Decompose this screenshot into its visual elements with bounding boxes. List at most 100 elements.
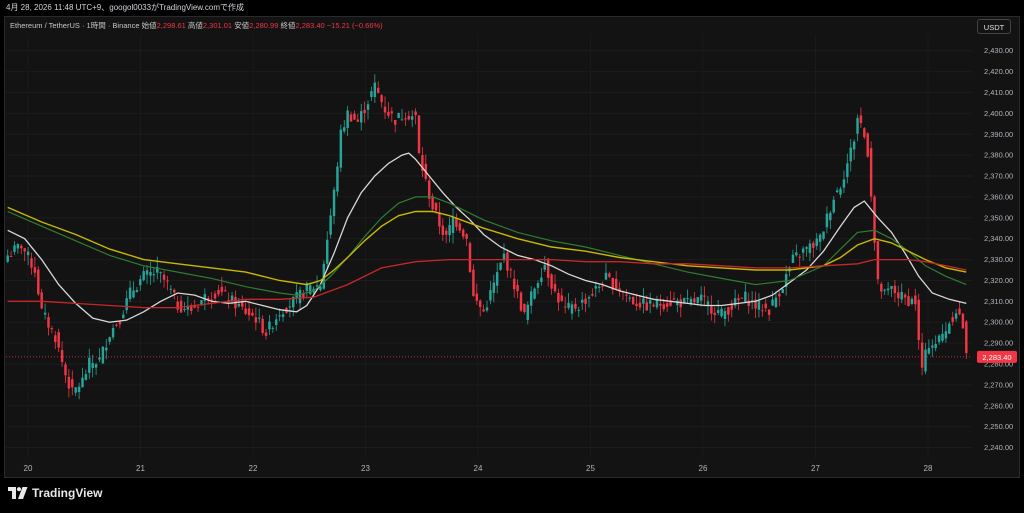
x-tick-label: 24: [474, 464, 483, 473]
candle-body: [60, 350, 64, 362]
candle-body: [57, 332, 60, 348]
candle-body: [635, 303, 638, 306]
y-tick-label: 2,410.00: [984, 88, 1013, 97]
candle-body: [431, 195, 434, 210]
candle-body: [33, 267, 37, 273]
candle-body: [645, 302, 648, 311]
candle-body: [597, 286, 601, 289]
footer-bar: [0, 478, 1024, 513]
candle-body: [890, 286, 893, 289]
candle-body: [914, 295, 917, 305]
candle-body: [438, 212, 441, 227]
candle-body: [764, 303, 767, 309]
candle-body: [944, 331, 948, 339]
candle-body: [458, 223, 462, 231]
candle-body: [363, 109, 366, 114]
candle-body: [846, 163, 849, 178]
chart-info-line: 4月 28, 2026 11:48 UTC+9、googol0033がTradi…: [6, 3, 244, 12]
legend-low-value: 2,280.99: [249, 21, 279, 30]
candle-body: [353, 113, 356, 120]
candle-body: [370, 91, 373, 97]
candle-body: [125, 298, 128, 311]
candle-body: [859, 115, 863, 124]
moving-averages: [7, 152, 967, 323]
candle-body: [196, 306, 200, 308]
chart-frame[interactable]: [4, 16, 1020, 478]
candle-body: [108, 337, 111, 342]
candle-body: [315, 285, 319, 287]
candle-body: [288, 306, 292, 308]
x-tick-label: 23: [361, 464, 370, 473]
candle-body: [271, 327, 275, 329]
candle-body: [533, 288, 536, 299]
candle-body: [550, 274, 553, 289]
candle-body: [159, 272, 162, 274]
candle-body: [88, 357, 91, 373]
candle-body: [611, 277, 614, 290]
candle-body: [417, 115, 421, 154]
legend-change-value: −15.21 (−0.66%): [326, 21, 383, 30]
legend-high-value: 2,301.01: [202, 21, 233, 30]
candle-body: [309, 285, 312, 294]
legend-low-label: 安値: [234, 21, 250, 30]
price-chart[interactable]: 2,240.00 2,250.00 2,260.00 2,270.00 2,280.00…: [0, 0, 1024, 480]
candle-body: [801, 248, 805, 253]
candle-body: [774, 297, 778, 308]
candle-body: [118, 321, 122, 325]
moving-average-line: [7, 206, 967, 286]
candle-body: [713, 312, 716, 316]
candle-body: [101, 346, 105, 364]
candle-body: [186, 305, 190, 310]
candle-body: [305, 283, 309, 291]
candle-body: [441, 225, 445, 236]
candle-body: [941, 333, 944, 341]
candle-body: [822, 231, 825, 239]
x-tick-label: 26: [699, 464, 708, 473]
legend-open-label: 始値: [141, 21, 157, 30]
candle-body: [689, 298, 693, 304]
brand-logo[interactable]: TradingView: [8, 486, 102, 500]
candle-body: [390, 111, 394, 114]
candle-body: [43, 312, 47, 315]
candle-body: [499, 262, 502, 270]
y-tick-label: 2,420.00: [984, 67, 1013, 76]
y-tick-label: 2,250.00: [984, 422, 1013, 431]
candle-body: [965, 321, 968, 353]
candle-body: [829, 212, 832, 221]
y-tick-label: 2,240.00: [984, 443, 1013, 452]
candle-body: [696, 297, 699, 303]
candle-body: [91, 363, 94, 368]
candle-body: [203, 294, 207, 301]
candle-body: [26, 251, 30, 256]
candle-body: [393, 119, 397, 125]
candle-body: [536, 283, 540, 288]
candle-body: [98, 357, 101, 360]
candle-body: [319, 286, 322, 291]
candle-body: [67, 376, 71, 389]
moving-average-line: [7, 152, 967, 323]
legend-close-label: 終値: [280, 21, 296, 30]
candle-body: [628, 297, 631, 299]
candle-body: [224, 290, 227, 292]
candle-body: [873, 196, 876, 243]
candle-body: [771, 299, 774, 306]
candle-body: [903, 294, 907, 298]
y-tick-label: 2,280.00: [984, 360, 1013, 369]
candle-body: [292, 296, 295, 308]
candle-body: [421, 155, 424, 171]
x-tick-label: 21: [136, 464, 145, 473]
candle-body: [737, 298, 740, 301]
moving-average-line: [7, 196, 967, 296]
candle-body: [631, 296, 635, 305]
currency-button[interactable]: USDT: [977, 19, 1011, 34]
candle-body: [931, 345, 934, 348]
candle-body: [383, 106, 387, 113]
candle-body: [478, 300, 482, 307]
candle-body: [686, 298, 689, 300]
candle-body: [142, 271, 145, 281]
candle-body: [594, 285, 598, 289]
candle-body: [546, 258, 550, 278]
legend-high-label: 高値: [187, 21, 203, 30]
candle-body: [166, 280, 169, 282]
x-tick-label: 28: [924, 464, 933, 473]
